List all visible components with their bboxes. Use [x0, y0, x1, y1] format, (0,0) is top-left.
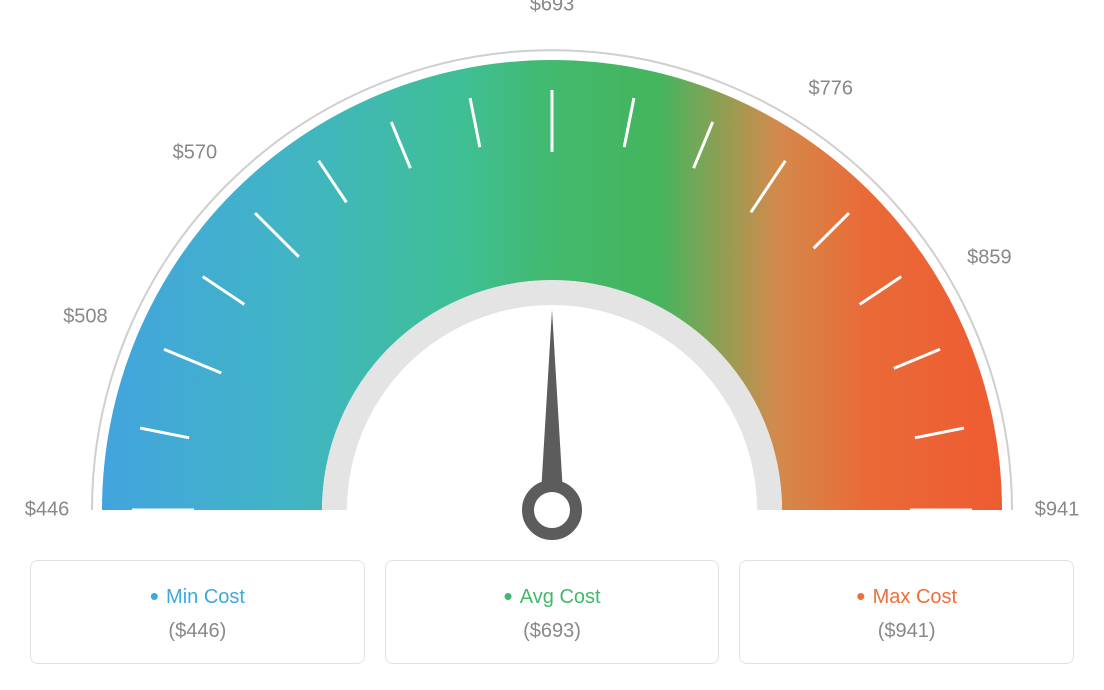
legend-min-label: Min Cost: [31, 581, 364, 612]
gauge-svg: [0, 0, 1104, 550]
legend-min-value: ($446): [31, 620, 364, 643]
gauge-chart: $446 $508 $570 $693 $776 $859 $941: [0, 0, 1104, 550]
legend-card-avg: Avg Cost ($693): [385, 560, 720, 664]
gauge-tick-label: $693: [530, 0, 575, 17]
legend-max-value: ($941): [740, 620, 1073, 643]
legend-card-min: Min Cost ($446): [30, 560, 365, 664]
gauge-tick-label: $776: [808, 77, 853, 100]
gauge-tick-label: $508: [63, 305, 108, 328]
gauge-tick-label: $446: [25, 499, 70, 522]
legend-max-label: Max Cost: [740, 581, 1073, 612]
gauge-tick-label: $570: [173, 141, 218, 164]
legend-card-max: Max Cost ($941): [739, 560, 1074, 664]
legend-avg-label: Avg Cost: [386, 581, 719, 612]
legend-row: Min Cost ($446) Avg Cost ($693) Max Cost…: [0, 560, 1104, 664]
legend-avg-value: ($693): [386, 620, 719, 643]
gauge-tick-label: $859: [967, 246, 1012, 269]
gauge-tick-label: $941: [1035, 499, 1080, 522]
